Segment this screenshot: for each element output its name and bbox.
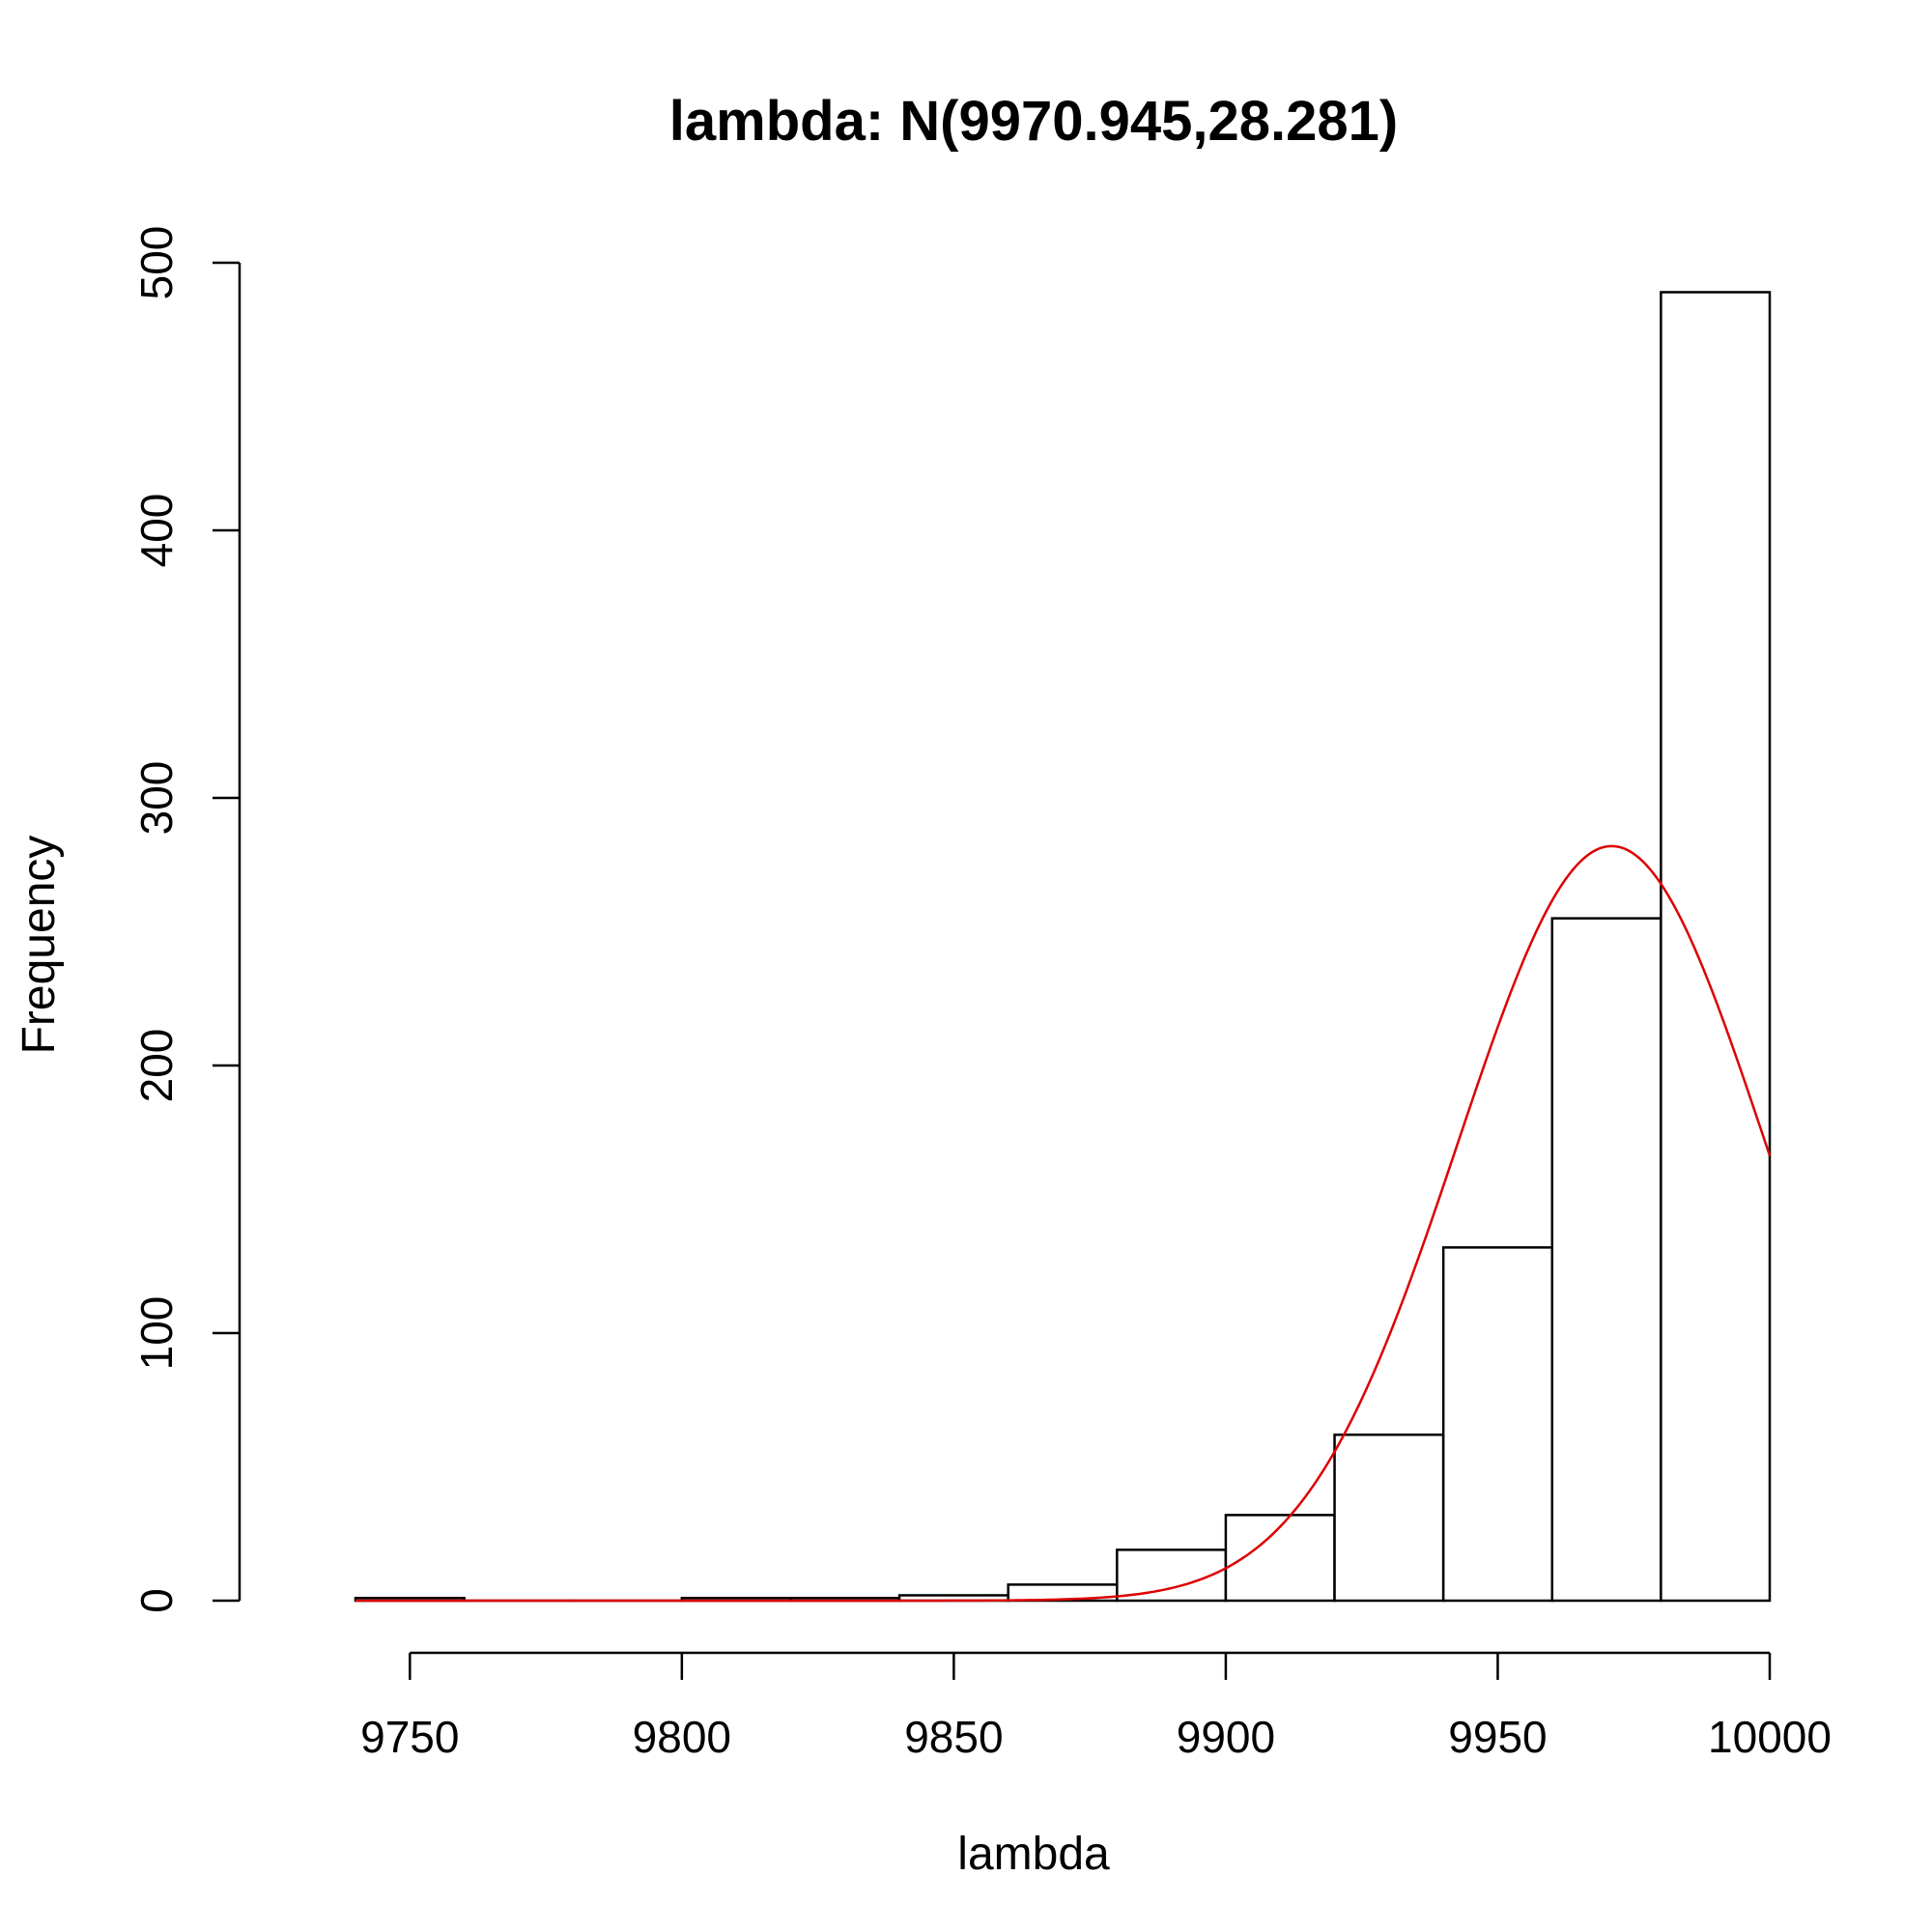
y-axis-label: Frequency (14, 836, 65, 1055)
y-tick-label-200: 200 (131, 1029, 182, 1103)
histogram-bar-10 (1441, 1246, 1554, 1603)
normal-curve-layer (355, 844, 1772, 1603)
y-tick-label-100: 100 (131, 1296, 182, 1371)
chart-title: lambda: N(9970.945,28.281) (669, 90, 1398, 153)
histogram-bar-9 (1333, 1434, 1445, 1603)
x-tick-label-9900: 9900 (1177, 1712, 1275, 1762)
x-axis: 9750 9800 9850 9900 9950 10000 (360, 1651, 1832, 1762)
x-tick-label-9950: 9950 (1448, 1712, 1547, 1762)
histogram-bars (354, 291, 1772, 1603)
x-axis-label: lambda (957, 1829, 1110, 1880)
y-tick-label-0: 0 (131, 1588, 182, 1613)
normal-curve (355, 844, 1772, 1603)
y-tick-label-300: 300 (131, 761, 182, 836)
x-tick-label-9750: 9750 (360, 1712, 459, 1762)
y-axis: 0 100 200 300 400 500 (131, 226, 242, 1613)
histogram-bar-11 (1550, 917, 1662, 1603)
histogram-bar-12 (1660, 291, 1772, 1603)
x-tick-label-9800: 9800 (633, 1712, 731, 1762)
y-tick-label-400: 400 (131, 494, 182, 568)
x-tick-label-9850: 9850 (904, 1712, 1003, 1762)
x-tick-label-10000: 10000 (1708, 1712, 1832, 1762)
y-tick-label-500: 500 (131, 226, 182, 300)
